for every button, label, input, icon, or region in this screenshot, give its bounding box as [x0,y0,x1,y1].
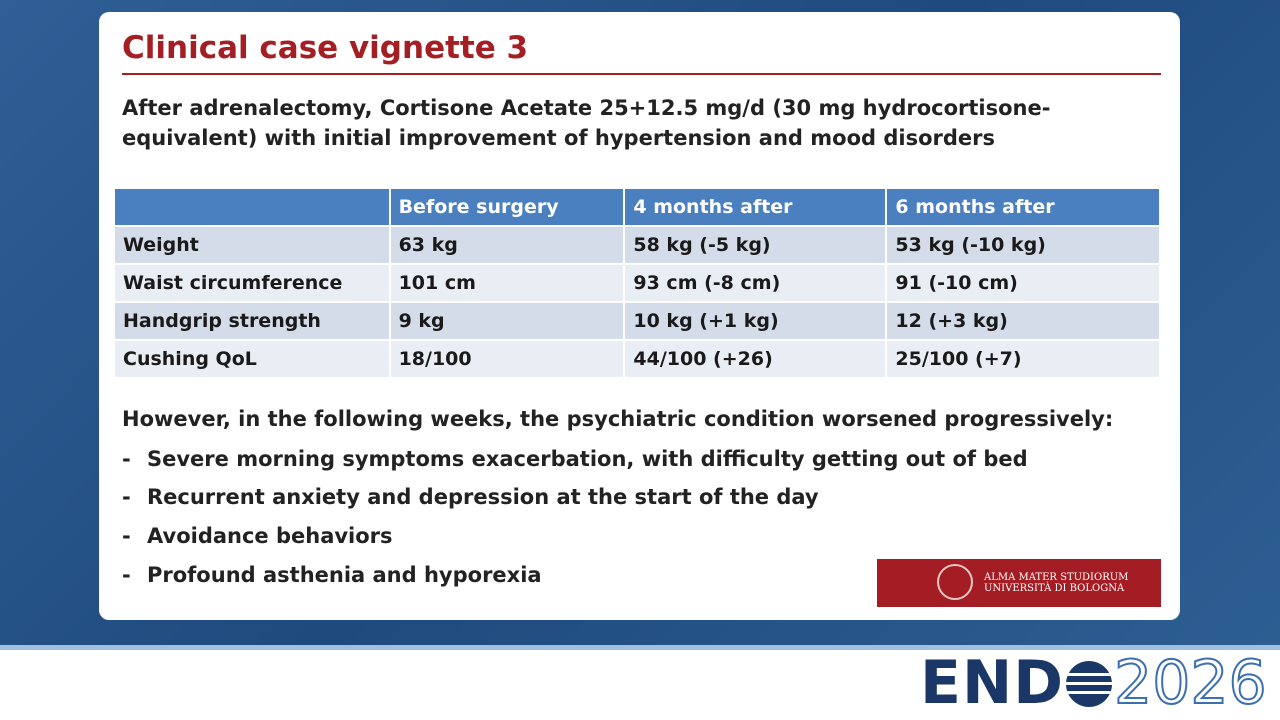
bullet-text: Recurrent anxiety and depression at the … [147,485,819,509]
year: 2026 [1113,647,1268,719]
table-cell: Waist circumference [113,263,391,303]
table-row: Handgrip strength 9 kg 10 kg (+1 kg) 12 (+3… [113,301,1161,341]
table-cell: 10 kg (+1 kg) [623,301,888,341]
table-cell: 93 cm (-8 cm) [623,263,888,303]
header-cell: Before surgery [388,187,626,227]
logo-line: ALMA MATER STUDIORUM [984,572,1129,583]
bullet-item: - Profound asthenia and hyporexia [122,563,542,587]
table-cell: 91 (-10 cm) [885,263,1161,303]
bullet-marker: - [122,485,131,509]
table-row: Waist circumference 101 cm 93 cm (-8 cm) 91… [113,263,1161,303]
title-rule [122,73,1161,75]
table-cell: 44/100 (+26) [623,339,888,379]
bullet-item: - Severe morning symptoms exacerbation, w… [122,447,1028,471]
bullet-marker: - [122,447,131,471]
table-cell: 18/100 [388,339,626,379]
table-cell: 101 cm [388,263,626,303]
bullet-text: Avoidance behaviors [147,524,393,548]
table-cell: 58 kg (-5 kg) [623,225,888,265]
table-cell: 25/100 (+7) [885,339,1161,379]
conference-logo: END 2026 [920,647,1268,719]
table-cell: 63 kg [388,225,626,265]
bullet-item: - Recurrent anxiety and depression at the… [122,485,819,509]
table-cell: 12 (+3 kg) [885,301,1161,341]
table-cell: 53 kg (-10 kg) [885,225,1161,265]
table-row: Cushing QoL 18/100 44/100 (+26) 25/100 (+7) [113,339,1161,379]
globe-icon [1066,661,1113,707]
slide-title: Clinical case vignette 3 [122,30,529,66]
header-row: Before surgery 4 months after 6 months aft… [113,187,1161,227]
stripe [0,645,1280,650]
table-cell: 9 kg [388,301,626,341]
table-cell: Cushing QoL [113,339,391,379]
bullet-marker: - [122,524,131,548]
logo-seal [937,564,973,600]
bullet-text: Profound asthenia and hyporexia [147,563,542,587]
header-cell: 4 months after [623,187,888,227]
intro-text: After adrenalectomy, Cortisone Acetate 2… [122,96,1051,150]
table-cell: Handgrip strength [113,301,391,341]
bullet-item: - Avoidance behaviors [122,524,393,548]
university-logo: ALMA MATER STUDIORUM UNIVERSITÀ DI BOLOG… [877,559,1161,607]
bullet-text: Severe morning symptoms exacerbation, wi… [147,447,1028,471]
logo-line: UNIVERSITÀ DI BOLOGNA [984,583,1125,594]
header-cell: 6 months after [885,187,1161,227]
header-cell [113,187,391,227]
followup-text: However, in the following weeks, the psy… [122,407,1114,431]
table-row: Weight 63 kg 58 kg (-5 kg) 53 kg (-10 kg) [113,225,1161,265]
brand: END [920,648,1065,718]
table-cell: Weight [113,225,391,265]
bullet-marker: - [122,563,131,587]
results-table: Before surgery 4 months after 6 months aft… [113,187,1161,379]
